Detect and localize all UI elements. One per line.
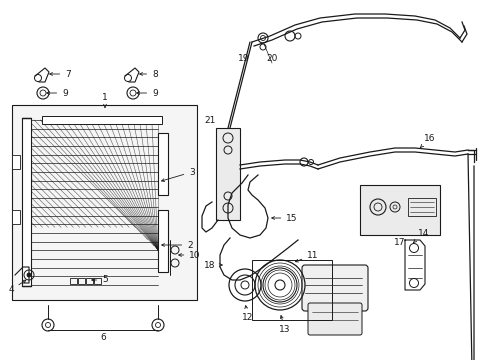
Text: 9: 9 — [47, 89, 68, 98]
Bar — [94, 278, 101, 284]
Circle shape — [27, 273, 31, 277]
Text: 13: 13 — [279, 316, 290, 334]
Text: 10: 10 — [178, 251, 201, 260]
Text: 15: 15 — [271, 213, 297, 222]
Bar — [78, 278, 85, 284]
Text: 21: 21 — [204, 116, 215, 125]
FancyBboxPatch shape — [302, 265, 367, 311]
Text: 12: 12 — [242, 306, 253, 323]
Text: 14: 14 — [413, 229, 429, 242]
Bar — [12, 105, 197, 300]
Text: 20: 20 — [266, 54, 277, 63]
Bar — [12, 210, 20, 224]
Bar — [12, 155, 20, 169]
Bar — [359, 185, 439, 235]
Bar — [22, 118, 31, 286]
Text: 11: 11 — [295, 251, 318, 262]
Text: 2: 2 — [162, 240, 192, 249]
Bar — [42, 116, 162, 124]
Text: 19: 19 — [238, 54, 249, 63]
Text: 4: 4 — [8, 280, 26, 294]
Bar — [70, 278, 77, 284]
Text: 5: 5 — [92, 275, 108, 284]
FancyBboxPatch shape — [307, 303, 361, 335]
Bar — [158, 210, 168, 272]
Text: 3: 3 — [161, 167, 195, 181]
Text: 16: 16 — [420, 134, 435, 148]
Text: 17: 17 — [393, 238, 405, 247]
Bar — [86, 278, 93, 284]
Bar — [158, 133, 168, 195]
Text: 7: 7 — [50, 69, 71, 78]
Text: 8: 8 — [140, 69, 158, 78]
Text: 9: 9 — [137, 89, 158, 98]
Text: 18: 18 — [204, 261, 222, 270]
Text: 1: 1 — [102, 93, 108, 107]
Bar — [216, 128, 240, 220]
Bar — [251, 260, 331, 320]
Bar — [407, 198, 435, 216]
Text: 6: 6 — [100, 333, 106, 342]
